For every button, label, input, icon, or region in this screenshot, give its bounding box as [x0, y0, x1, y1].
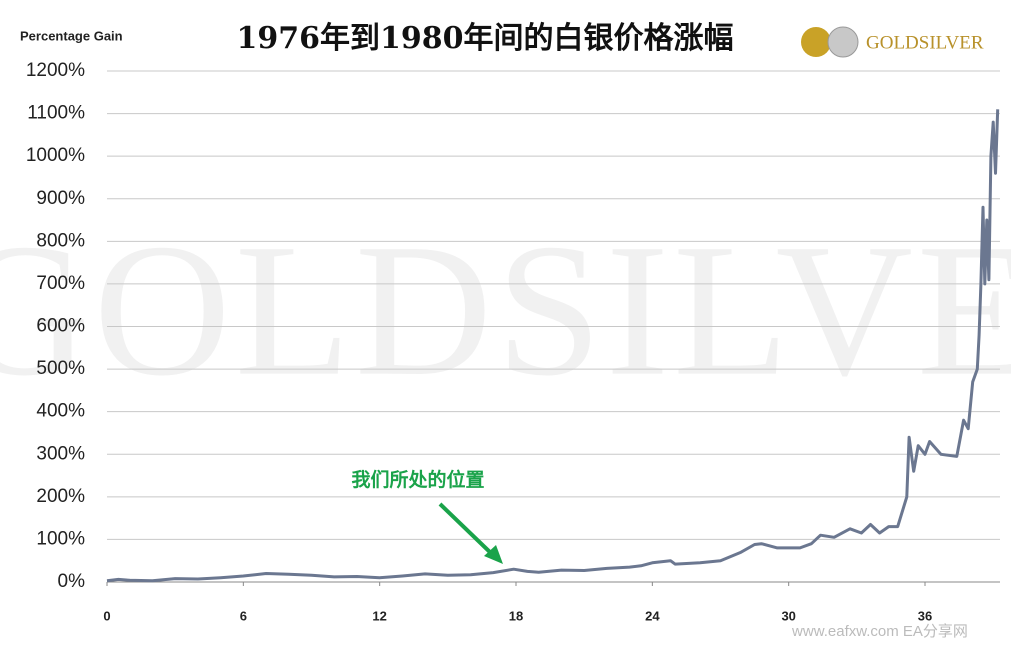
x-tick-label: 30	[781, 608, 795, 623]
y-tick-label: 400%	[36, 401, 85, 422]
y-tick-label: 700%	[36, 273, 85, 294]
annotation-arrow	[438, 502, 496, 558]
x-tick-label: 12	[372, 608, 386, 623]
y-tick-label: 600%	[36, 316, 85, 337]
site-watermark: www.eafxw.com EA分享网	[791, 623, 968, 640]
x-tick-label: 36	[918, 608, 932, 623]
y-tick-label: 100%	[36, 528, 85, 549]
y-tick-label: 1100%	[27, 103, 85, 124]
y-tick-label: 300%	[36, 443, 85, 464]
logo-text: GOLDSILVER	[866, 32, 984, 53]
y-tick-label: 800%	[36, 230, 85, 251]
chart-title: 1976年到1980年间的白银价格涨幅	[237, 21, 734, 56]
x-tick-label: 0	[103, 608, 110, 623]
x-tick-label: 18	[509, 608, 523, 623]
y-axis-label: Percentage Gain	[20, 28, 123, 43]
series-line	[106, 109, 1000, 583]
y-tick-label: 1000%	[26, 145, 85, 166]
y-tick-label: 0%	[58, 571, 86, 592]
y-tick-label: 900%	[36, 188, 85, 209]
y-tick-label: 200%	[36, 486, 85, 507]
annotation-arrowhead	[484, 545, 503, 564]
logo-coin	[827, 26, 859, 58]
logo-coin	[801, 27, 831, 57]
y-tick-label: 500%	[36, 358, 85, 379]
annotation: 我们所处的位置	[351, 468, 484, 491]
x-tick-label: 24	[645, 608, 660, 623]
x-tick-label: 6	[240, 608, 247, 623]
y-tick-label: 1200%	[26, 60, 85, 81]
watermark: GOLDSILVER	[0, 206, 1011, 416]
